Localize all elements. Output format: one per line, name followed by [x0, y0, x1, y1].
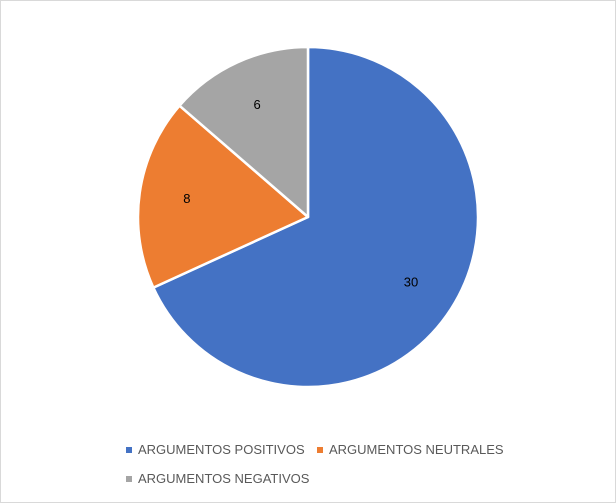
- slice-negativos: [178, 45, 310, 219]
- data-label-positivos: 30: [404, 275, 418, 290]
- data-label-neutrales: 8: [183, 191, 190, 206]
- slice-positivos: [152, 45, 480, 389]
- slice-neutrales: [136, 104, 310, 289]
- data-label-negativos: 6: [254, 97, 261, 112]
